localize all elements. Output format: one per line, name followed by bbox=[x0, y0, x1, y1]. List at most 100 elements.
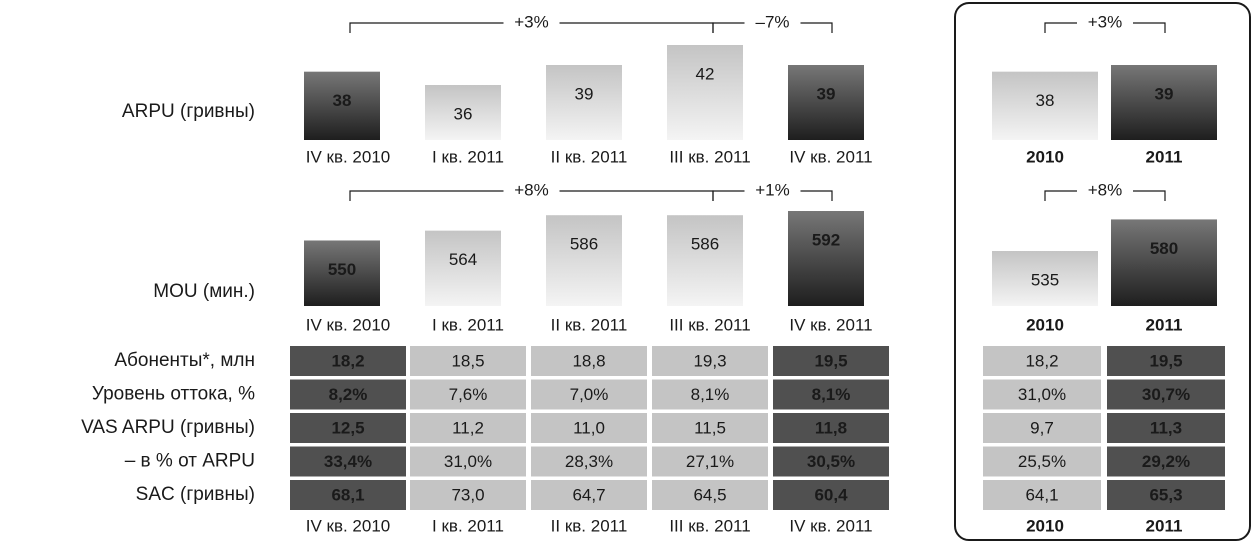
year-label: 2010 bbox=[1026, 147, 1064, 166]
table-cell bbox=[1107, 379, 1225, 410]
table-cell bbox=[290, 379, 406, 410]
bracket bbox=[1044, 22, 1166, 33]
year-label: 2010 bbox=[1026, 315, 1064, 334]
table-cell bbox=[410, 413, 526, 443]
change-label: +3% bbox=[1088, 12, 1123, 31]
change-label: –7% bbox=[755, 12, 789, 31]
period-label: III кв. 2011 bbox=[669, 315, 750, 334]
year-label: 2011 bbox=[1146, 147, 1183, 166]
bar bbox=[667, 215, 743, 306]
cell-value: 27,1% bbox=[686, 452, 734, 471]
cell-value: 68,1 bbox=[331, 485, 364, 504]
bar bbox=[992, 251, 1098, 306]
table-cell bbox=[983, 446, 1101, 477]
row-label: Уровень оттока, % bbox=[92, 384, 255, 405]
bar-value: 39 bbox=[575, 84, 594, 103]
cell-value: 12,5 bbox=[331, 418, 364, 437]
period-label: IV кв. 2010 bbox=[306, 315, 391, 334]
cell-value: 19,5 bbox=[814, 351, 847, 370]
cell-value: 73,0 bbox=[451, 485, 484, 504]
table-cell bbox=[983, 413, 1101, 443]
bar-value: 580 bbox=[1150, 239, 1178, 258]
cell-value: 19,3 bbox=[693, 351, 726, 370]
table-cell bbox=[531, 346, 647, 376]
bar-value: 38 bbox=[333, 91, 352, 110]
bar-value: 550 bbox=[328, 260, 356, 279]
row-label: Абоненты*, млн bbox=[114, 350, 255, 371]
cell-value: 31,0% bbox=[1018, 385, 1066, 404]
change-label: +8% bbox=[514, 180, 549, 199]
bar-value: 39 bbox=[817, 84, 836, 103]
period-label: III кв. 2011 bbox=[669, 147, 750, 166]
row-label: MOU (мин.) bbox=[153, 281, 255, 302]
table-cell bbox=[652, 413, 768, 443]
bar-value: 39 bbox=[1155, 84, 1174, 103]
row-label: ARPU (гривны) bbox=[122, 101, 255, 122]
cell-value: 64,1 bbox=[1025, 485, 1058, 504]
table-cell bbox=[773, 379, 889, 410]
cell-value: 60,4 bbox=[814, 485, 848, 504]
period-label: II кв. 2011 bbox=[551, 516, 628, 535]
period-label: II кв. 2011 bbox=[551, 315, 628, 334]
table-cell bbox=[652, 379, 768, 410]
bar bbox=[546, 215, 622, 306]
period-label: IV кв. 2011 bbox=[789, 315, 872, 334]
cell-value: 28,3% bbox=[565, 452, 613, 471]
table-cell bbox=[652, 446, 768, 477]
cell-value: 18,2 bbox=[331, 351, 364, 370]
change-label: +1% bbox=[755, 180, 790, 199]
bar bbox=[1111, 219, 1217, 306]
cell-value: 31,0% bbox=[444, 452, 492, 471]
bar-value: 36 bbox=[454, 104, 473, 123]
table-cell bbox=[531, 480, 647, 510]
table-cell bbox=[290, 480, 406, 510]
cell-value: 18,2 bbox=[1025, 351, 1058, 370]
bar-value: 38 bbox=[1036, 91, 1055, 110]
period-label: II кв. 2011 bbox=[551, 147, 628, 166]
cell-value: 18,5 bbox=[451, 351, 484, 370]
table-cell bbox=[410, 480, 526, 510]
bracket bbox=[712, 22, 833, 33]
table-cell bbox=[773, 413, 889, 443]
table-cell bbox=[290, 446, 406, 477]
cell-value: 11,2 bbox=[452, 418, 484, 437]
table-cell bbox=[531, 446, 647, 477]
period-label: IV кв. 2010 bbox=[306, 147, 391, 166]
cell-value: 64,5 bbox=[693, 485, 726, 504]
period-label: I кв. 2011 bbox=[432, 315, 504, 334]
cell-value: 8,2% bbox=[329, 385, 368, 404]
change-label: +8% bbox=[1088, 180, 1123, 199]
cell-value: 30,5% bbox=[807, 452, 855, 471]
bar bbox=[992, 71, 1098, 140]
bar bbox=[304, 71, 380, 140]
cell-value: 9,7 bbox=[1030, 418, 1054, 437]
table-cell bbox=[983, 379, 1101, 410]
cell-value: 64,7 bbox=[572, 485, 605, 504]
cell-value: 8,1% bbox=[812, 385, 851, 404]
table-cell bbox=[531, 379, 647, 410]
bar bbox=[304, 240, 380, 306]
cell-value: 11,8 bbox=[815, 418, 847, 437]
cell-value: 25,5% bbox=[1018, 452, 1066, 471]
table-cell bbox=[1107, 446, 1225, 477]
bar-value: 42 bbox=[696, 64, 715, 83]
cell-value: 7,0% bbox=[570, 385, 609, 404]
change-label: +3% bbox=[514, 12, 549, 31]
table-cell bbox=[773, 480, 889, 510]
cell-value: 65,3 bbox=[1149, 485, 1182, 504]
table-cell bbox=[290, 413, 406, 443]
bar bbox=[788, 211, 864, 306]
bar-value: 586 bbox=[691, 235, 719, 254]
period-label: IV кв. 2011 bbox=[789, 516, 872, 535]
year-label: 2010 bbox=[1026, 516, 1064, 535]
bracket bbox=[1044, 190, 1166, 201]
bar bbox=[425, 230, 501, 306]
cell-value: 11,3 bbox=[1150, 418, 1182, 437]
table-cell bbox=[983, 346, 1101, 376]
row-label: – в % от ARPU bbox=[125, 451, 255, 472]
period-label: IV кв. 2010 bbox=[306, 516, 391, 535]
bar bbox=[788, 65, 864, 140]
row-label: VAS ARPU (гривны) bbox=[81, 417, 255, 438]
table-cell bbox=[1107, 480, 1225, 510]
table-cell bbox=[290, 346, 406, 376]
